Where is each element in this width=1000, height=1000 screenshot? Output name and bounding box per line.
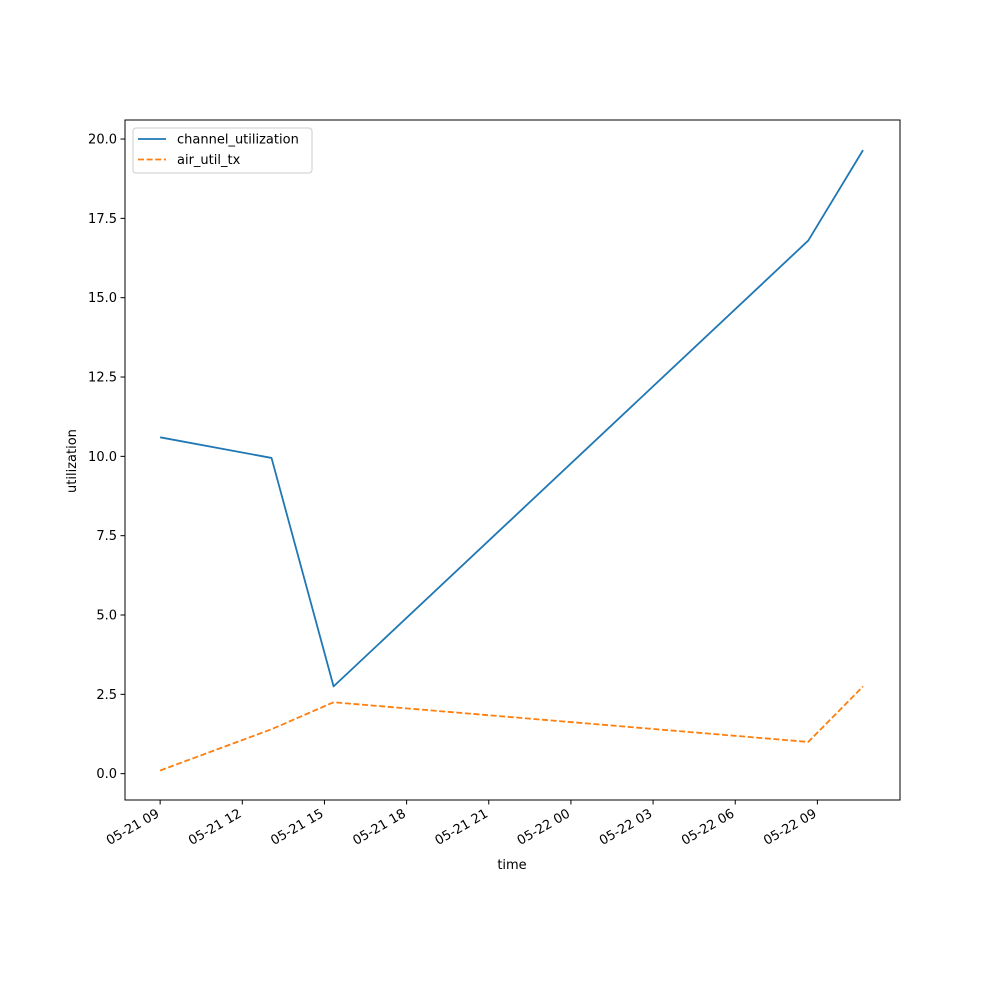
legend-box xyxy=(132,127,313,174)
x-axis-label: time xyxy=(497,858,526,873)
x-tick-label: 05-21 18 xyxy=(350,806,408,848)
y-tick-label: 15.0 xyxy=(88,291,117,306)
y-tick-label: 0.0 xyxy=(96,767,117,782)
x-tick-label: 05-22 09 xyxy=(761,806,819,848)
series-line-0 xyxy=(159,149,864,688)
x-tick-label: 05-21 15 xyxy=(268,806,326,848)
x-tick-label: 05-22 00 xyxy=(515,806,573,848)
series-line-1 xyxy=(159,685,864,772)
y-tick-label: 7.5 xyxy=(96,529,117,544)
y-tick-label: 2.5 xyxy=(96,688,117,703)
y-tick-label: 10.0 xyxy=(88,450,117,465)
y-axis: 0.0 2.5 5.0 7.5 10.0 12.5 15.0 17.5 20.0 xyxy=(88,133,125,782)
x-tick-label: 05-21 12 xyxy=(186,806,244,848)
plot-area-frame xyxy=(124,119,901,801)
legend: channel_utilization air_util_tx xyxy=(132,127,313,174)
series-layer xyxy=(159,149,864,772)
x-tick-label: 05-21 21 xyxy=(433,806,491,848)
x-tick-label: 05-22 06 xyxy=(679,806,737,848)
x-tick-label: 05-21 09 xyxy=(104,806,162,848)
y-axis-label: utilization xyxy=(65,429,80,493)
y-tick-label: 20.0 xyxy=(88,133,117,148)
x-tick-label: 05-22 03 xyxy=(597,806,655,848)
legend-label-1: air_util_tx xyxy=(177,153,241,168)
y-tick-label: 5.0 xyxy=(96,609,117,624)
x-axis: 05-21 09 05-21 12 05-21 15 05-21 18 05-21 21… xyxy=(104,800,819,849)
legend-label-0: channel_utilization xyxy=(177,133,299,148)
y-tick-label: 12.5 xyxy=(88,371,117,386)
y-tick-label: 17.5 xyxy=(88,212,117,227)
